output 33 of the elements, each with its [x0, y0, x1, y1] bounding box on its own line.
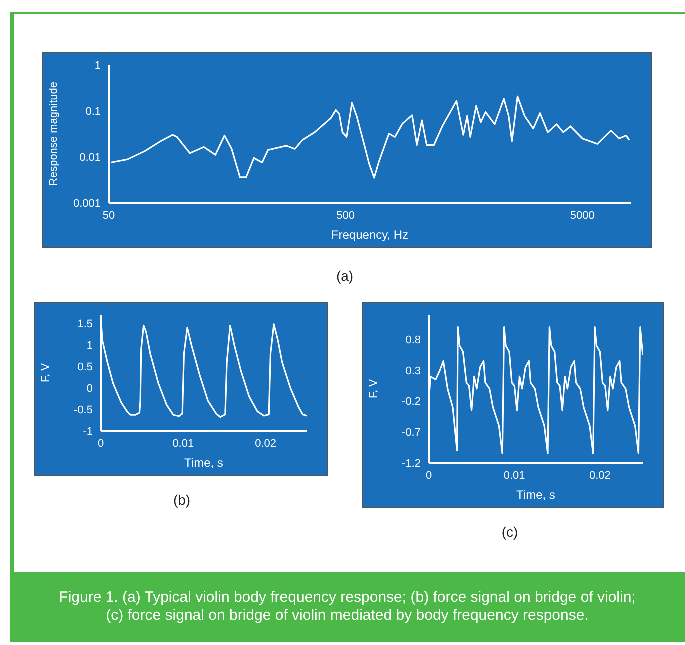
- x-tick-label: 0.02: [589, 470, 611, 482]
- x-axis-title: Frequency, Hz: [331, 228, 409, 242]
- x-tick-label: 0.01: [504, 470, 526, 482]
- y-axis-title: Response magnitude: [48, 82, 60, 186]
- y-axis-title: F, V: [40, 362, 52, 382]
- y-tick-label: 1: [86, 340, 93, 352]
- text: (c): [500, 524, 520, 540]
- x-tick-label: 50: [102, 210, 116, 222]
- y-tick-label: -1.2: [402, 458, 421, 470]
- y-tick-label: -0.5: [74, 404, 93, 416]
- caption: Figure 1. (a) Typical violin body frequency response; (b) force signal on bridge of violin; (c) force signal on bridge of violin mediated by body frequency response.: [58, 589, 637, 625]
- x-tick-label: 500: [336, 210, 356, 222]
- y-tick-label: -0.7: [402, 427, 421, 440]
- y-axis-title: F, V: [368, 378, 380, 398]
- y-tick-label: 0.8: [406, 334, 421, 347]
- y-tick-label: 0.01: [80, 152, 101, 164]
- y-tick-label: 1.5: [78, 318, 93, 330]
- y-tick-label: 0.3: [406, 365, 421, 378]
- y-tick-label: 1: [94, 60, 101, 72]
- y-tick-label: -0.2: [402, 396, 421, 408]
- x-axis-title: Time, s: [184, 456, 224, 470]
- x-axis-title: Time, s: [516, 488, 556, 502]
- text: (a): [335, 268, 355, 284]
- y-tick-label: 0.001: [73, 198, 101, 210]
- x-tick-label: 0.02: [255, 438, 277, 450]
- x-tick-label: 0.01: [172, 438, 194, 450]
- y-tick-label: -1: [83, 426, 93, 438]
- y-tick-label: 0.1: [86, 106, 101, 118]
- y-tick-label: 0: [86, 382, 93, 395]
- x-tick-label: 5000: [570, 210, 595, 222]
- x-tick-label: 0: [426, 470, 432, 482]
- text: (b): [172, 492, 192, 508]
- y-tick-label: 0.5: [78, 361, 93, 374]
